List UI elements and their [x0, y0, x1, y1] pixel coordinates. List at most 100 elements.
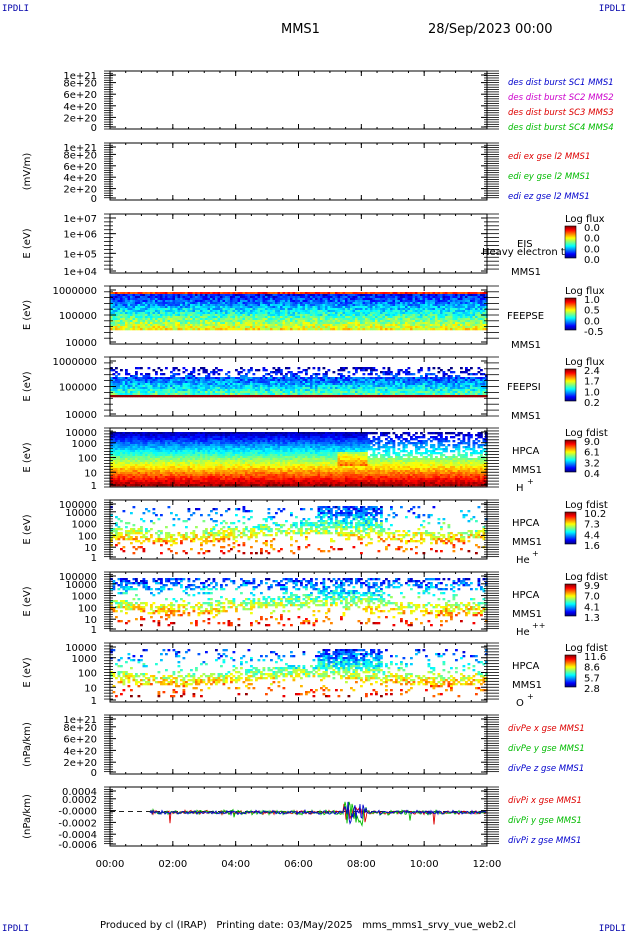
spectrogram-cell — [337, 326, 341, 329]
spectrogram-cell — [222, 379, 226, 382]
spectrogram-cell — [312, 385, 316, 388]
spectrogram-cell — [197, 308, 201, 311]
spectrogram-cell — [302, 379, 306, 382]
spectrogram-cell — [110, 326, 113, 329]
spectrogram-cell — [137, 324, 141, 327]
spectrogram-cell — [335, 304, 338, 307]
spectrogram-cell — [390, 296, 393, 299]
spectrogram-cell — [135, 318, 138, 321]
spectrogram-cell — [182, 367, 186, 370]
spectrogram-cell — [215, 393, 218, 396]
spectrogram-cell — [340, 367, 343, 370]
spectrogram-cell — [392, 308, 396, 311]
spectrogram-cell — [177, 316, 181, 319]
spectrogram-cell — [482, 302, 486, 305]
spectrogram-cell — [215, 310, 218, 313]
spectrogram-cell — [402, 391, 406, 394]
spectrogram-cell — [162, 322, 166, 325]
spectrogram-cell — [447, 310, 451, 313]
spectrogram-cell — [307, 324, 311, 327]
spectrogram-cell — [280, 292, 283, 295]
spectrogram-cell — [150, 294, 153, 297]
spectrogram-cell — [217, 318, 221, 321]
spectrogram-cell — [292, 375, 296, 378]
spectrogram-cell — [277, 367, 281, 370]
spectrogram-cell — [330, 391, 333, 394]
spectrogram-cell — [237, 371, 241, 374]
spectrogram-cell — [322, 389, 326, 392]
spectrogram-cell — [252, 296, 256, 299]
spectrogram-cell — [277, 318, 281, 321]
spectrogram-cell — [342, 324, 346, 327]
spectrogram-cell — [210, 306, 213, 309]
spectrogram-cell — [235, 316, 238, 319]
spectrogram-cell — [340, 308, 343, 311]
spectrogram-cell — [370, 294, 373, 297]
spectrogram-cell — [320, 296, 323, 299]
spectrogram-cell — [285, 308, 288, 311]
overlay-label: Heavy electron to — [482, 247, 571, 258]
spectrogram-cell — [192, 308, 196, 311]
spectrogram-cell — [270, 324, 273, 327]
spectrogram-cell — [115, 320, 118, 323]
spectrogram-cell — [240, 318, 243, 321]
spectrogram-cell — [370, 377, 373, 380]
spectrogram-cell — [445, 320, 448, 323]
spectrogram-cell — [317, 298, 321, 301]
spectrogram-cell — [237, 298, 241, 301]
spectrogram-cell — [297, 292, 301, 295]
spectrogram-cell — [140, 391, 143, 394]
spectrogram-cell — [275, 373, 278, 376]
spectrogram-cell — [352, 318, 356, 321]
spectrogram-cell — [375, 328, 378, 331]
spectrogram-cell — [402, 296, 406, 299]
spectrogram-cell — [407, 308, 411, 311]
spectrogram-cell — [282, 389, 286, 392]
spectrogram-cell — [172, 393, 176, 396]
spectrogram-cell — [250, 318, 253, 321]
spectrogram-cell — [292, 383, 296, 386]
spectrogram-cell — [257, 369, 261, 372]
spectrogram-cell — [177, 326, 181, 329]
spectrogram-cell — [260, 298, 263, 301]
spectrogram-cell — [157, 292, 161, 295]
spectrogram-cell — [255, 306, 258, 309]
spectrogram-cell — [427, 318, 431, 321]
spectrogram-cell — [252, 300, 256, 303]
spectrogram-cell — [300, 395, 303, 398]
spectrogram-cell — [130, 308, 133, 311]
spectrogram-cell — [112, 312, 116, 315]
spectrogram-cell — [302, 385, 306, 388]
spectrogram-cell — [360, 393, 363, 396]
spectrogram-cell — [192, 302, 196, 305]
spectrogram-cell — [162, 304, 166, 307]
spectrogram-cell — [202, 379, 206, 382]
spectrogram-cell — [310, 324, 313, 327]
spectrogram-cell — [322, 377, 326, 380]
spectrogram-cell — [300, 298, 303, 301]
spectrogram-cell — [185, 322, 188, 325]
spectrogram-cell — [240, 379, 243, 382]
spectrogram-cell — [265, 324, 268, 327]
spectrogram-cell — [342, 302, 346, 305]
spectrogram-cell — [202, 300, 206, 303]
spectrogram-cell — [125, 383, 128, 386]
spectrogram-cell — [362, 314, 366, 317]
spectrogram-cell — [172, 377, 176, 380]
spectrogram-cell — [155, 379, 158, 382]
spectrogram-cell — [127, 393, 131, 396]
spectrogram-cell — [397, 383, 401, 386]
spectrogram-cell — [335, 322, 338, 325]
spectrogram-cell — [342, 310, 346, 313]
spectrogram-cell — [255, 310, 258, 313]
spectrogram-cell — [145, 320, 148, 323]
spectrogram-cell — [332, 391, 336, 394]
spectrogram-cell — [210, 371, 213, 374]
spectrogram-cell — [145, 393, 148, 396]
spectrogram-cell — [307, 389, 311, 392]
panel-frame-p3 — [109, 213, 488, 274]
spectrogram-cell — [412, 292, 416, 295]
spectrogram-cell — [367, 381, 371, 384]
spectrogram-cell — [112, 310, 116, 313]
spectrogram-cell — [312, 294, 316, 297]
